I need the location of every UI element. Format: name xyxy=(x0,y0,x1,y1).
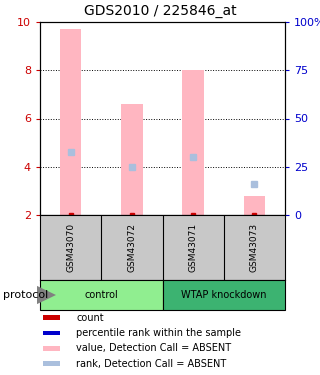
Text: GDS2010 / 225846_at: GDS2010 / 225846_at xyxy=(84,4,236,18)
Text: WTAP knockdown: WTAP knockdown xyxy=(181,290,267,300)
Bar xyxy=(60,29,81,215)
Text: GSM43070: GSM43070 xyxy=(66,223,75,272)
Bar xyxy=(43,315,60,320)
Text: GSM43073: GSM43073 xyxy=(250,223,259,272)
Bar xyxy=(163,280,285,310)
Text: count: count xyxy=(76,313,104,322)
Text: rank, Detection Call = ABSENT: rank, Detection Call = ABSENT xyxy=(76,358,227,369)
Bar xyxy=(43,361,60,366)
Bar xyxy=(43,346,60,351)
Bar xyxy=(43,330,60,335)
Text: protocol: protocol xyxy=(3,290,48,300)
Text: control: control xyxy=(84,290,118,300)
Bar xyxy=(244,196,265,215)
Bar xyxy=(182,70,204,215)
Text: percentile rank within the sample: percentile rank within the sample xyxy=(76,328,241,338)
Polygon shape xyxy=(37,286,56,304)
Text: GSM43071: GSM43071 xyxy=(188,223,198,272)
Bar xyxy=(121,104,143,215)
Text: value, Detection Call = ABSENT: value, Detection Call = ABSENT xyxy=(76,343,232,353)
Bar xyxy=(40,280,163,310)
Text: GSM43072: GSM43072 xyxy=(127,223,136,272)
